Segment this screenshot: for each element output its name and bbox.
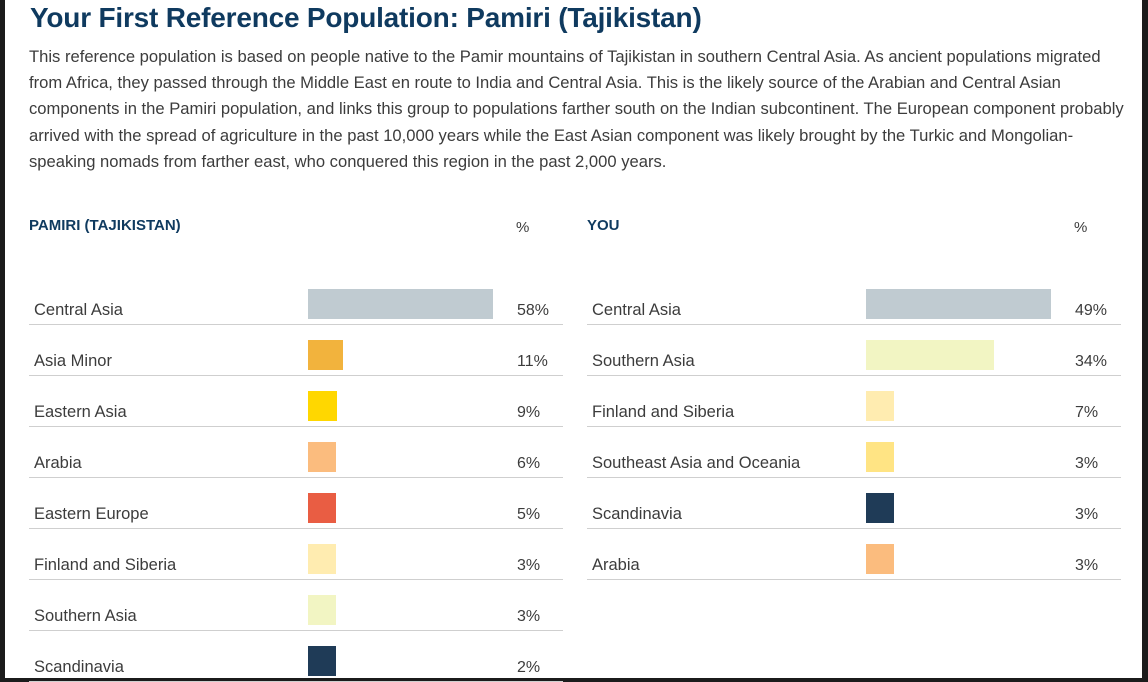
percent-column-header: % xyxy=(516,219,530,236)
value-label: 34% xyxy=(1075,353,1108,370)
bar xyxy=(308,391,337,421)
chart-row: Arabia 6% xyxy=(29,427,563,478)
value-label: 11% xyxy=(517,353,548,370)
category-label: Southeast Asia and Oceania xyxy=(592,454,801,472)
category-label: Southern Asia xyxy=(34,607,137,625)
bar xyxy=(866,340,994,370)
chart-row: Eastern Europe 5% xyxy=(29,478,563,529)
value-label: 9% xyxy=(517,404,541,421)
category-label: Arabia xyxy=(34,454,82,472)
bar xyxy=(308,646,336,676)
percent-column-header: % xyxy=(1074,219,1088,236)
chart-row: Central Asia 58% xyxy=(29,274,563,325)
category-label: Southern Asia xyxy=(592,352,695,370)
chart-header: YOU % xyxy=(587,210,1121,258)
chart-row: Scandinavia 3% xyxy=(587,478,1121,529)
value-label: 3% xyxy=(517,608,541,625)
chart-row: Southeast Asia and Oceania 3% xyxy=(587,427,1121,478)
category-label: Scandinavia xyxy=(592,505,682,523)
chart-rows: Central Asia 58% Asia Minor 11% Eastern Asia… xyxy=(29,274,563,682)
value-label: 58% xyxy=(517,302,550,319)
bar xyxy=(308,595,336,625)
bar xyxy=(308,493,336,523)
chart-header: PAMIRI (TAJIKISTAN) % xyxy=(29,210,563,258)
chart-row: Finland and Siberia 3% xyxy=(29,529,563,580)
chart-rows: Central Asia 49% Southern Asia 34% Finland a… xyxy=(587,274,1121,580)
value-label: 5% xyxy=(517,506,541,523)
chart-row: Arabia 3% xyxy=(587,529,1121,580)
category-label: Asia Minor xyxy=(34,352,112,370)
chart-row: Scandinavia 2% xyxy=(29,631,563,682)
report-page: Your First Reference Population: Pamiri … xyxy=(5,0,1142,682)
bar xyxy=(866,544,894,574)
bar xyxy=(866,493,894,523)
value-label: 3% xyxy=(1075,455,1099,472)
category-label: Finland and Siberia xyxy=(34,556,177,574)
your-ancestry-chart: YOU % Central Asia 49% Southern Asia 34% Fin… xyxy=(587,210,1121,580)
reference-population-chart: PAMIRI (TAJIKISTAN) % Central Asia 58% Asi… xyxy=(29,210,563,682)
value-label: 2% xyxy=(517,659,541,676)
category-label: Scandinavia xyxy=(34,658,124,676)
chart-row: Southern Asia 34% xyxy=(587,325,1121,376)
chart-row: Eastern Asia 9% xyxy=(29,376,563,427)
bar xyxy=(866,391,894,421)
chart-row: Southern Asia 3% xyxy=(29,580,563,631)
chart-title: YOU xyxy=(587,217,620,234)
category-label: Eastern Europe xyxy=(34,505,149,523)
bar xyxy=(866,289,1051,319)
category-label: Central Asia xyxy=(34,301,123,319)
category-label: Eastern Asia xyxy=(34,403,127,421)
value-label: 49% xyxy=(1075,302,1108,319)
value-label: 6% xyxy=(517,455,541,472)
bar xyxy=(308,544,336,574)
bar xyxy=(308,289,493,319)
page-title: Your First Reference Population: Pamiri … xyxy=(30,2,702,33)
population-description: This reference population is based on pe… xyxy=(29,47,1124,171)
value-label: 3% xyxy=(1075,506,1099,523)
bar xyxy=(866,442,894,472)
chart-row: Finland and Siberia 7% xyxy=(587,376,1121,427)
chart-title: PAMIRI (TAJIKISTAN) xyxy=(29,217,181,234)
bar xyxy=(308,340,343,370)
category-label: Finland and Siberia xyxy=(592,403,735,421)
value-label: 3% xyxy=(517,557,541,574)
category-label: Central Asia xyxy=(592,301,681,319)
value-label: 7% xyxy=(1075,404,1099,421)
chart-row: Central Asia 49% xyxy=(587,274,1121,325)
chart-row: Asia Minor 11% xyxy=(29,325,563,376)
bar xyxy=(308,442,336,472)
value-label: 3% xyxy=(1075,557,1099,574)
category-label: Arabia xyxy=(592,556,640,574)
